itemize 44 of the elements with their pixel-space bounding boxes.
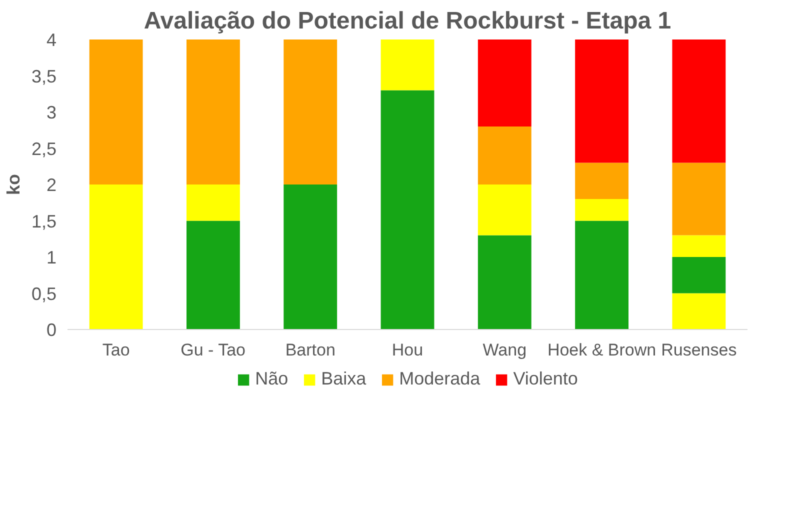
legend-label: Não [255, 368, 288, 390]
chart-title: Avaliação do Potencial de Rockburst - Etapa 1 [144, 8, 672, 34]
x-tick-label: Barton [285, 340, 336, 360]
legend-label: Baixa [321, 368, 366, 390]
bar [284, 184, 338, 330]
y-tick-label: 3,5 [31, 66, 57, 86]
x-tick-label: Wang [482, 340, 527, 360]
x-tick-label: Hou [392, 340, 424, 360]
y-tick-label: 0,5 [31, 284, 57, 304]
bar [89, 40, 143, 184]
bar [478, 126, 532, 184]
bar [575, 220, 628, 330]
x-tick-label: Rusenses [661, 340, 737, 360]
y-tick-label: 4 [46, 30, 57, 50]
y-tick-label: 1 [46, 248, 57, 268]
bar [575, 162, 628, 199]
y-tick-label: 2,5 [31, 138, 57, 159]
bar [89, 184, 143, 330]
y-tick-label: 1,5 [31, 211, 57, 232]
bar [186, 220, 240, 330]
bar [478, 235, 532, 330]
x-tick-label: Hoek & Brown [547, 340, 656, 360]
bar [186, 40, 240, 184]
bar [672, 40, 726, 163]
legend-label: Moderada [399, 368, 480, 390]
bar [672, 293, 726, 330]
bar [186, 184, 240, 221]
bar [380, 40, 434, 90]
bar [575, 40, 628, 163]
legend-label: Violento [513, 368, 578, 390]
bar [575, 199, 628, 221]
y-tick-label: 2 [46, 175, 57, 195]
x-tick-label: Tao [102, 340, 130, 360]
bar [380, 90, 434, 330]
bar [672, 235, 726, 257]
x-tick-label: Gu - Tao [180, 340, 246, 360]
bar [284, 40, 338, 184]
y-tick-label: 3 [46, 102, 57, 122]
y-axis-title: ko [3, 174, 24, 196]
y-tick-label: 0 [46, 320, 57, 340]
bar [478, 40, 532, 126]
bar [478, 184, 532, 236]
bar [672, 162, 726, 236]
bar [672, 257, 726, 294]
